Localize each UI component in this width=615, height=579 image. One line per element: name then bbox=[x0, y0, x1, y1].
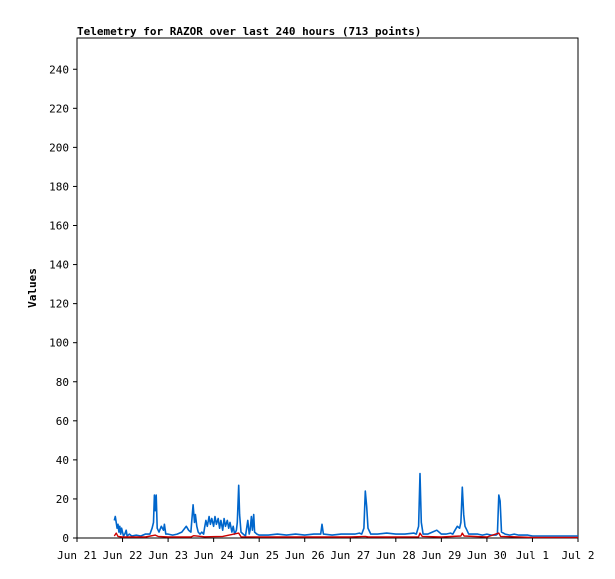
x-tick-label: Jun 30 bbox=[467, 549, 507, 562]
series-line-1 bbox=[113, 472, 578, 537]
y-tick-label: 200 bbox=[49, 141, 69, 154]
series-layer bbox=[113, 472, 578, 539]
x-tick-label: Jul 2 bbox=[561, 549, 594, 562]
y-tick-label: 60 bbox=[56, 415, 69, 428]
x-axis: Jun 21 Jun 22 Jun 23 Jun 24 Jun 25 Jun 26 Jun … bbox=[57, 538, 595, 562]
x-tick-label: Jun 21 bbox=[57, 549, 97, 562]
y-tick-label: 240 bbox=[49, 63, 69, 76]
x-tick-label: Jun 26 bbox=[285, 549, 325, 562]
y-tick-label: 20 bbox=[56, 493, 69, 506]
y-tick-label: 0 bbox=[62, 532, 69, 545]
x-tick-label: Jun 22 bbox=[103, 549, 143, 562]
x-tick-label: Jun 23 bbox=[148, 549, 188, 562]
y-tick-label: 40 bbox=[56, 454, 69, 467]
y-axis: 0 20 40 60 80 100 120 140 160 180 200 220 240 bbox=[49, 63, 77, 545]
y-tick-label: 220 bbox=[49, 102, 69, 115]
y-tick-label: 100 bbox=[49, 337, 69, 350]
y-tick-label: 120 bbox=[49, 298, 69, 311]
x-tick-label: Jul 1 bbox=[516, 549, 549, 562]
y-tick-label: 160 bbox=[49, 220, 69, 233]
y-axis-label: Values bbox=[26, 268, 39, 308]
series-line-2 bbox=[113, 532, 578, 539]
x-tick-label: Jun 29 bbox=[421, 549, 461, 562]
y-tick-label: 180 bbox=[49, 180, 69, 193]
x-tick-label: Jun 25 bbox=[239, 549, 279, 562]
chart-title: Telemetry for RAZOR over last 240 hours … bbox=[77, 25, 421, 38]
y-tick-label: 80 bbox=[56, 376, 69, 389]
y-tick-label: 140 bbox=[49, 259, 69, 272]
x-tick-label: Jun 28 bbox=[376, 549, 416, 562]
plot-area bbox=[76, 37, 579, 539]
x-tick-label: Jun 27 bbox=[330, 549, 370, 562]
x-tick-label: Jun 24 bbox=[194, 549, 234, 562]
